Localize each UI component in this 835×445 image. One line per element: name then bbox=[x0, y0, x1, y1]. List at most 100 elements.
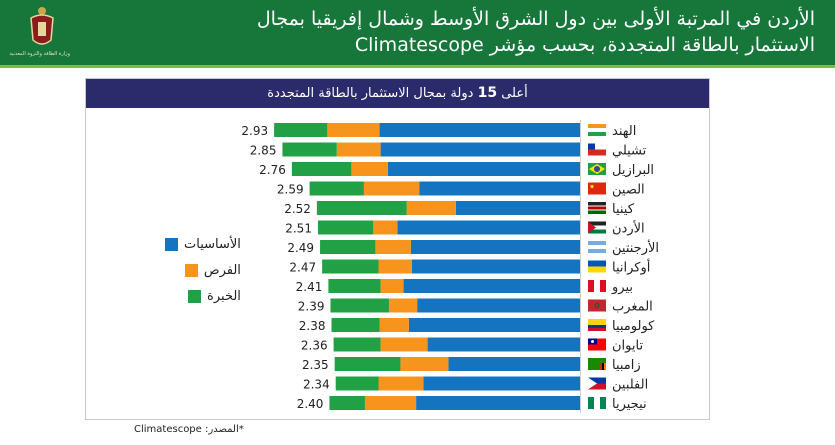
header-banner: وزارة الطاقة والثروة المعدنية الأردن في … bbox=[0, 0, 835, 68]
bar-segment bbox=[327, 123, 380, 137]
total-label: 2.40 bbox=[297, 397, 324, 411]
category-label: بيرو bbox=[611, 280, 633, 295]
total-label: 2.85 bbox=[250, 144, 277, 158]
category-label: المغرب bbox=[612, 300, 653, 315]
category-label: تشيلي bbox=[612, 144, 647, 159]
bar-segment bbox=[333, 337, 381, 352]
bar-segment bbox=[403, 279, 580, 293]
bar-segment bbox=[397, 220, 580, 235]
coat-of-arms-icon bbox=[30, 7, 54, 45]
peru-flag-icon bbox=[588, 280, 606, 292]
legend: الأساسيات الفرص الخبرة bbox=[165, 231, 241, 309]
total-label: 2.36 bbox=[301, 339, 328, 353]
bar-segment bbox=[387, 162, 580, 176]
category-label: الفلبين bbox=[612, 378, 648, 393]
kenya-flag-icon bbox=[588, 202, 606, 214]
bar-segment bbox=[363, 181, 420, 196]
bar-segment bbox=[373, 220, 398, 235]
legend-swatch bbox=[184, 263, 198, 277]
chart-title-number: 15 bbox=[477, 85, 498, 101]
bar-row: 2.52 كينيا bbox=[284, 201, 635, 217]
taiwan-flag-icon bbox=[588, 338, 606, 351]
bar-segment bbox=[388, 298, 418, 313]
bar-segment bbox=[417, 298, 580, 313]
bar-row: 2.47 أوكرانيا bbox=[289, 259, 650, 276]
legend-item-fundamentals: الأساسيات bbox=[165, 231, 241, 257]
bar-segment bbox=[380, 142, 580, 157]
bar-segment bbox=[455, 201, 580, 215]
total-label: 2.52 bbox=[284, 202, 311, 216]
bar-segment bbox=[378, 376, 424, 391]
ministry-logo: وزارة الطاقة والثروة المعدنية bbox=[9, 6, 70, 66]
legend-label: الخبرة bbox=[207, 288, 241, 304]
total-label: 2.47 bbox=[289, 261, 316, 275]
category-label: كينيا bbox=[612, 202, 635, 217]
bar-row: 2.38 كولومبيا bbox=[299, 318, 655, 334]
chart-title: أعلى 15 دولة بمجال الاستثمار بالطاقة الم… bbox=[86, 79, 709, 108]
india-flag-icon bbox=[588, 124, 606, 136]
total-label: 2.41 bbox=[296, 280, 323, 294]
chart-title-post: دولة بمجال الاستثمار بالطاقة المتجددة bbox=[267, 86, 474, 101]
bar-segment bbox=[330, 298, 389, 313]
bar-segment bbox=[351, 162, 388, 176]
legend-item-opportunities: الفرص bbox=[165, 257, 241, 283]
bar-segment bbox=[380, 337, 428, 352]
colombia-flag-icon bbox=[588, 319, 606, 331]
bar-segment bbox=[423, 376, 580, 391]
total-label: 2.59 bbox=[277, 183, 304, 197]
bar-segment bbox=[416, 396, 580, 410]
bar-row: 2.93 الهند bbox=[241, 123, 636, 139]
title-line-2: الاستثمار بالطاقة المتجددة، بحسب مؤشر Cl… bbox=[354, 34, 815, 56]
bar-segment bbox=[427, 337, 580, 352]
category-label: الأردن bbox=[612, 220, 645, 237]
legend-swatch bbox=[188, 289, 202, 303]
brazil-flag-icon bbox=[588, 163, 606, 175]
bar-segment bbox=[329, 396, 365, 410]
category-label: البرازيل bbox=[612, 163, 654, 178]
bar-segment bbox=[309, 181, 364, 196]
jordan-flag-icon bbox=[588, 221, 606, 234]
bar-segment bbox=[411, 259, 580, 274]
bar-row: 2.40 نيجيريا bbox=[297, 396, 647, 412]
category-label: الهند bbox=[612, 124, 636, 139]
morocco-flag-icon bbox=[588, 299, 606, 312]
bar-row: 2.36 تايوان bbox=[301, 337, 643, 354]
bar-segment bbox=[410, 240, 580, 254]
total-label: 2.39 bbox=[298, 300, 325, 314]
source-note: *المصدر: Climatescope bbox=[134, 424, 244, 435]
category-label: الصين bbox=[612, 183, 645, 198]
total-label: 2.35 bbox=[302, 358, 329, 372]
page-title: الأردن في المرتبة الأولى بين دول الشرق ا… bbox=[115, 6, 815, 58]
bar-segment bbox=[406, 201, 456, 215]
legend-label: الفرص bbox=[203, 262, 241, 278]
total-label: 2.93 bbox=[241, 124, 268, 138]
bar-segment bbox=[379, 123, 580, 137]
bar-segment bbox=[448, 357, 580, 371]
bar-segment bbox=[375, 240, 411, 254]
chart-title-pre: أعلى bbox=[501, 86, 528, 101]
bar-segment bbox=[378, 259, 412, 274]
bar-row: 2.35 زامبيا bbox=[302, 357, 641, 373]
china-flag-icon bbox=[588, 182, 606, 195]
bar-row: 2.39 المغرب bbox=[298, 298, 653, 315]
category-label: زامبيا bbox=[612, 358, 641, 373]
bar-row: 2.34 الفلبين bbox=[303, 376, 648, 393]
bar-segment bbox=[335, 376, 379, 391]
category-label: الأرجنتين bbox=[612, 239, 659, 256]
total-label: 2.51 bbox=[285, 222, 312, 236]
bar-segment bbox=[331, 318, 380, 332]
total-label: 2.34 bbox=[303, 378, 330, 392]
nigeria-flag-icon bbox=[588, 397, 606, 409]
bar-segment bbox=[317, 220, 374, 235]
bar-row: 2.41 بيرو bbox=[296, 279, 633, 295]
category-label: نيجيريا bbox=[612, 397, 647, 412]
chile-flag-icon bbox=[588, 143, 606, 156]
bar-segment bbox=[408, 318, 580, 332]
logo-text: وزارة الطاقة والثروة المعدنية bbox=[9, 51, 70, 57]
category-label: تايوان bbox=[612, 339, 643, 354]
bar-row: 2.49 الأرجنتين bbox=[287, 239, 659, 256]
philippines-flag-icon bbox=[588, 377, 606, 390]
category-label: كولومبيا bbox=[612, 319, 655, 334]
category-label: أوكرانيا bbox=[612, 259, 650, 276]
